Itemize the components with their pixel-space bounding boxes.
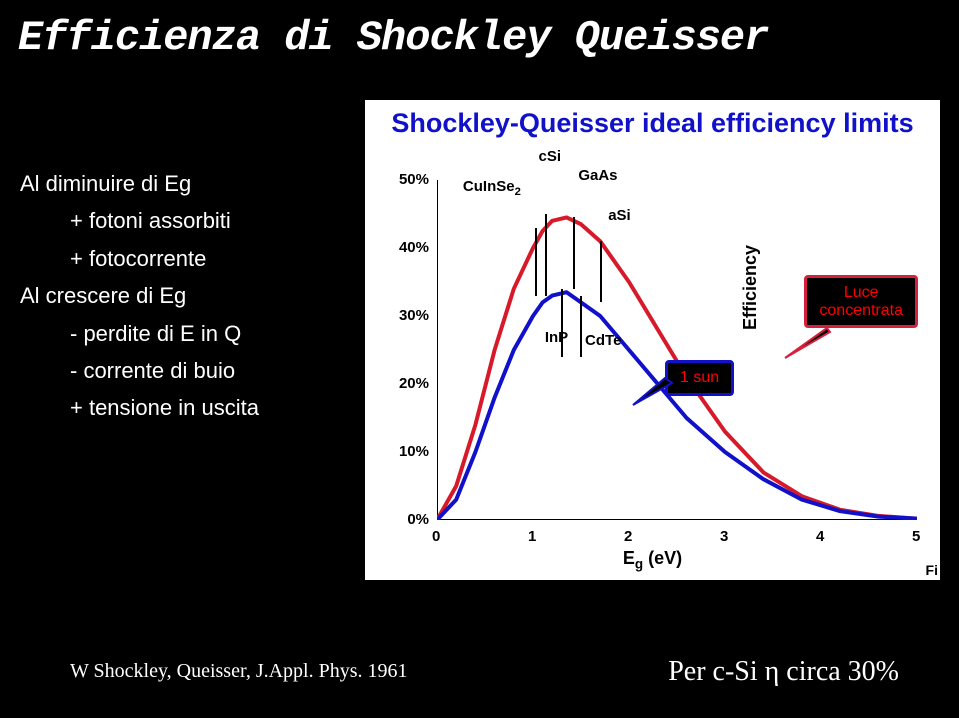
material-marker-label: cSi (539, 148, 562, 165)
callout-luce-concentrata: Luce concentrata (804, 275, 918, 328)
material-marker-line (573, 217, 575, 288)
x-tick: 2 (624, 528, 632, 545)
slide-title: Efficienza di Shockley Queisser (18, 14, 768, 62)
y-tick: 10% (399, 443, 429, 460)
figure-number-fragment: Fi (926, 562, 938, 578)
x-tick: 5 (912, 528, 920, 545)
x-tick: 4 (816, 528, 824, 545)
y-tick: 50% (399, 171, 429, 188)
bullet-line: - perdite di E in Q (20, 315, 350, 352)
conclusion-text: Per c-Si η circa 30% (668, 656, 899, 688)
bullet-line: + fotocorrente (20, 240, 350, 277)
material-marker-label: InP (545, 329, 568, 346)
bullet-line: Al diminuire di Eg (20, 165, 350, 202)
x-axis-label: Eg (eV) (365, 548, 940, 572)
chart-plot-svg (437, 180, 917, 520)
chart-title: Shockley-Queisser ideal efficiency limit… (365, 108, 940, 139)
material-marker-line (561, 289, 563, 357)
y-tick: 40% (399, 239, 429, 256)
callout-luce-line1: Luce (819, 284, 903, 302)
bullet-block: Al diminuire di Eg+ fotoni assorbiti+ fo… (20, 165, 350, 427)
x-tick: 1 (528, 528, 536, 545)
material-marker-label: aSi (608, 207, 631, 224)
material-marker-label: GaAs (578, 167, 617, 184)
callout-luce-line2: concentrata (819, 302, 903, 320)
bullet-line: Al crescere di Eg (20, 277, 350, 314)
bullet-line: + fotoni assorbiti (20, 202, 350, 239)
material-marker-line (600, 241, 602, 302)
chart-panel: Shockley-Queisser ideal efficiency limit… (365, 100, 940, 580)
citation-text: W Shockley, Queisser, J.Appl. Phys. 1961 (70, 660, 408, 683)
material-marker-line (545, 214, 547, 296)
x-tick: 0 (432, 528, 440, 545)
y-tick: 30% (399, 307, 429, 324)
bullet-line: + tensione in uscita (20, 389, 350, 426)
y-tick: 0% (407, 511, 429, 528)
material-marker-line (580, 296, 582, 357)
y-tick: 20% (399, 375, 429, 392)
callout-1sun: 1 sun (665, 360, 734, 396)
material-marker-label: CdTe (585, 332, 621, 349)
bullet-line: - corrente di buio (20, 352, 350, 389)
x-tick: 3 (720, 528, 728, 545)
material-marker-line (535, 228, 537, 296)
material-marker-label: CuInSe2 (463, 178, 521, 198)
